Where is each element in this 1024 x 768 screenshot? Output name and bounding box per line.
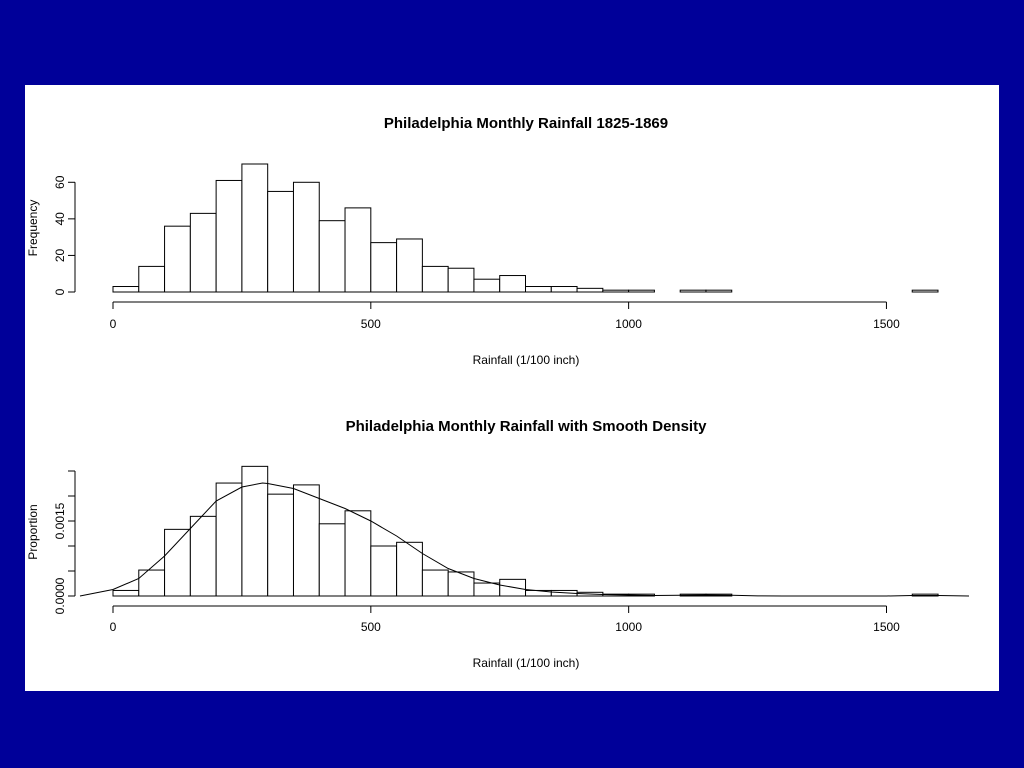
bar [576, 287, 604, 293]
bar [292, 484, 320, 597]
x-axis-title: Rainfall (1/100 inch) [473, 656, 580, 670]
bar [499, 275, 526, 293]
x-tick-label: 1000 [615, 620, 642, 634]
bar [138, 569, 166, 597]
bar [164, 225, 191, 293]
x-tick-label: 500 [361, 620, 381, 634]
bar [911, 289, 939, 293]
bar [705, 289, 733, 293]
x-tick-label: 1500 [873, 620, 900, 634]
bar [396, 541, 423, 597]
bar [318, 220, 346, 293]
bar [473, 582, 501, 597]
y-tick-label: 60 [53, 175, 67, 189]
chart-title: Philadelphia Monthly Rainfall 1825-1869 [384, 115, 668, 132]
y-axis-title: Proportion [26, 504, 40, 559]
bar [447, 267, 475, 293]
bar [189, 212, 217, 293]
x-axis-title: Rainfall (1/100 inch) [473, 353, 580, 367]
bar [215, 482, 243, 597]
x-tick-label: 1000 [615, 317, 642, 331]
bar [396, 238, 423, 293]
bar [602, 289, 630, 293]
bar [525, 286, 552, 293]
y-tick-label: 20 [53, 248, 67, 262]
y-tick-label: 0 [53, 288, 67, 295]
bar [447, 571, 475, 597]
y-tick-label: 0.0015 [53, 502, 67, 539]
x-tick-label: 500 [361, 317, 381, 331]
bar [241, 465, 269, 597]
bar [421, 569, 449, 597]
y-tick-label: 0.0000 [53, 577, 67, 614]
bar [292, 181, 320, 293]
bar [421, 265, 449, 293]
y-tick-label: 40 [53, 212, 67, 226]
bar [112, 286, 140, 293]
bar [189, 515, 217, 597]
bar [241, 163, 269, 293]
bar [318, 523, 346, 597]
bar [370, 242, 398, 293]
bar [138, 265, 166, 293]
bar [473, 278, 501, 293]
bar [164, 528, 191, 597]
bar [215, 179, 243, 293]
x-tick-label: 1500 [873, 317, 900, 331]
bar [267, 190, 294, 293]
bar [344, 207, 372, 293]
bar [267, 493, 294, 597]
bar [679, 289, 707, 293]
x-tick-label: 0 [110, 317, 117, 331]
bar [370, 545, 398, 597]
density-curve [79, 482, 970, 597]
bar [112, 589, 140, 597]
x-tick-label: 0 [110, 620, 117, 634]
chart-title: Philadelphia Monthly Rainfall with Smoot… [346, 418, 708, 435]
y-axis-title: Frequency [26, 200, 40, 257]
bar [344, 510, 372, 597]
bar [550, 286, 578, 293]
bar [628, 289, 655, 293]
